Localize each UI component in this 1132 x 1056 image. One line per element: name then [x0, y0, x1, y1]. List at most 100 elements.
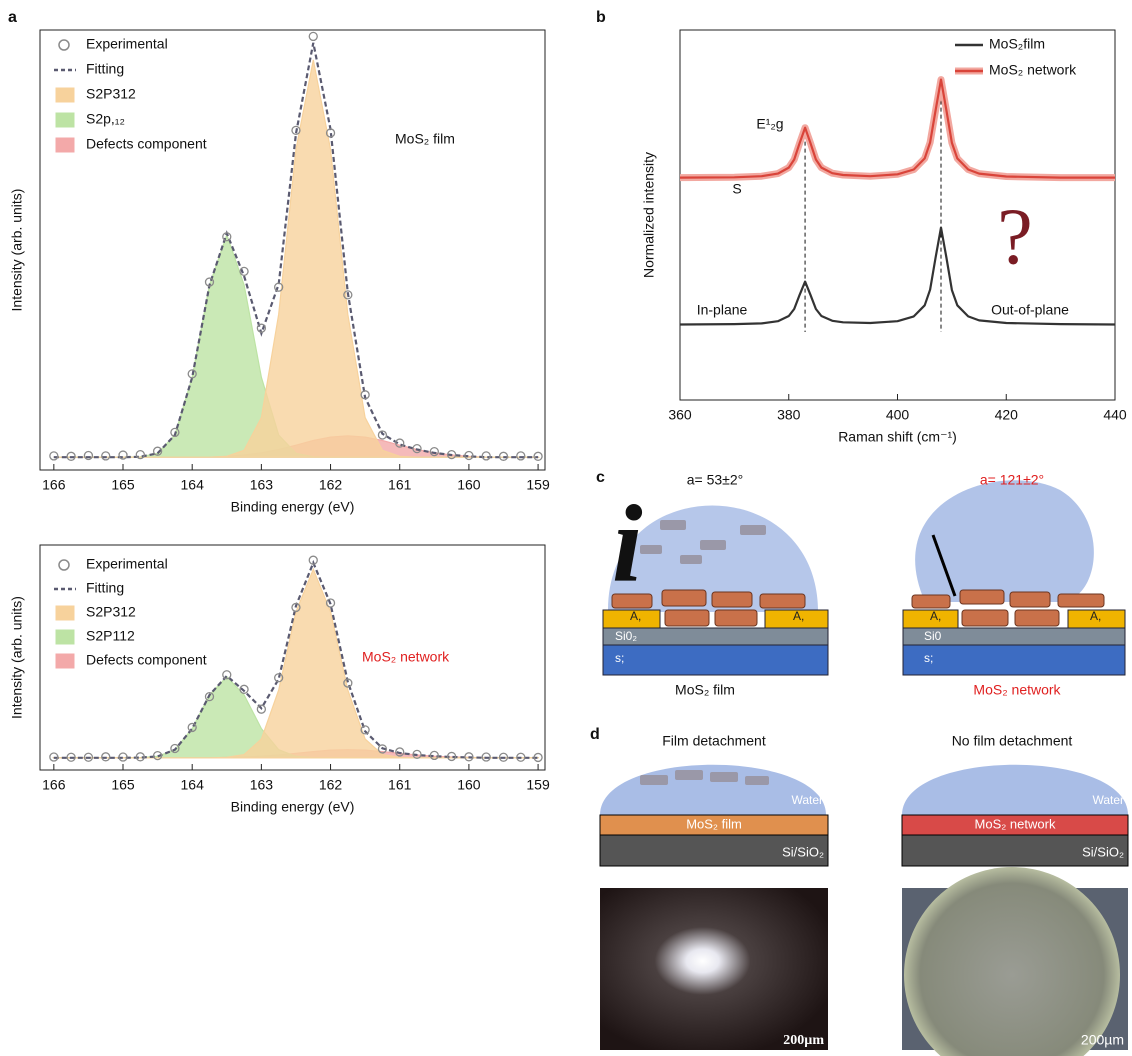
region-label: In-plane	[697, 302, 748, 318]
layer-label: A,	[930, 609, 941, 623]
x-tick-label: 159	[526, 477, 550, 493]
droplet	[915, 480, 1094, 602]
legend-symbol	[56, 630, 74, 644]
y-axis-label: Intensity (arb. units)	[9, 596, 25, 719]
layer-label: Si0	[924, 629, 942, 643]
legend-label: Experimental	[86, 36, 168, 52]
x-tick-label: 160	[457, 777, 481, 793]
si-layer	[603, 645, 828, 675]
film-label: MoS₂ film	[686, 816, 742, 831]
layer-label: A,	[630, 609, 641, 623]
legend-label: Fitting	[86, 61, 124, 77]
annotation: MoS₂ network	[362, 649, 450, 665]
legend-symbol	[56, 113, 74, 127]
droplet	[902, 765, 1128, 815]
x-axis-label: Raman shift (cm⁻¹)	[838, 429, 957, 445]
legend-symbol	[59, 560, 69, 570]
contact-angle: a= 121±2°	[980, 472, 1044, 488]
mark: ?	[997, 193, 1033, 281]
glyph: i	[612, 482, 643, 604]
schematic-c: a= 53±2° a= 121±2° MoS₂ film MoS₂ networ…	[603, 472, 1125, 698]
x-tick-label: 380	[777, 407, 801, 423]
layer-label: s;	[615, 651, 624, 665]
legend-symbol	[59, 40, 69, 50]
schematic-d: Film detachment No film detachment Water…	[600, 733, 1128, 1056]
panel-label: d	[590, 726, 600, 743]
legend-symbol	[56, 88, 74, 102]
legend-label: MoS₂ network	[989, 62, 1077, 78]
x-tick-label: 360	[668, 407, 692, 423]
x-tick-label: 166	[42, 477, 66, 493]
data-point	[119, 451, 127, 459]
legend-label: Defects component	[86, 136, 207, 152]
scale-bar: 200µm	[1081, 1032, 1124, 1048]
chart: 360 380 400 420 440 Raman shift (cm⁻¹) Normali…	[641, 30, 1127, 445]
legend-label: Experimental	[86, 556, 168, 572]
panel-title: No film detachment	[952, 733, 1073, 749]
contact-angle: a= 53±2°	[687, 472, 744, 488]
figure: a b c d a= 53±2° a= 121±2°	[0, 0, 1132, 1056]
data-point	[102, 452, 110, 460]
panel-label: a	[8, 9, 17, 26]
x-tick-label: 163	[250, 477, 274, 493]
peak-label: E¹₂g	[756, 116, 783, 132]
legend-label: S2P312	[86, 86, 136, 102]
plot-frame	[680, 30, 1115, 400]
annotation: MoS₂ film	[395, 131, 455, 147]
x-tick-label: 400	[886, 407, 910, 423]
water-label: Water	[791, 793, 823, 807]
x-tick-label: 164	[181, 477, 205, 493]
layer-label: A,	[1090, 609, 1101, 623]
data-point	[482, 452, 490, 460]
si-layer	[903, 645, 1125, 675]
x-axis-label: Binding energy (eV)	[231, 799, 355, 815]
x-tick-label: 420	[995, 407, 1019, 423]
water-label: Water	[1092, 793, 1124, 807]
legend-symbol	[56, 138, 74, 152]
x-tick-label: 160	[457, 477, 481, 493]
x-axis-label: Binding energy (eV)	[231, 499, 355, 515]
film-label: MoS₂ network	[975, 816, 1056, 831]
x-tick-label: 166	[42, 777, 66, 793]
x-tick-label: 164	[181, 777, 205, 793]
x-tick-label: 165	[111, 777, 135, 793]
x-tick-label: 159	[526, 777, 550, 793]
y-axis-label: Normalized intensity	[641, 152, 657, 278]
legend-label: MoS₂film	[989, 36, 1045, 52]
panel-label: b	[596, 9, 606, 26]
x-tick-label: 161	[388, 777, 412, 793]
line-halo	[680, 80, 1115, 178]
x-tick-label: 161	[388, 477, 412, 493]
legend-label: Defects component	[86, 652, 207, 668]
photo	[600, 888, 828, 1050]
chart: 166 165 164 163 162 161 160 159 Binding energy (…	[9, 30, 550, 515]
x-tick-label: 162	[319, 777, 343, 793]
legend-label: S2p,₁₂	[86, 111, 125, 127]
panel-label: c	[596, 469, 605, 486]
peak-label: S	[732, 181, 741, 197]
x-tick-label: 163	[250, 777, 274, 793]
panel-title: Film detachment	[662, 733, 766, 749]
x-tick-label: 440	[1103, 407, 1127, 423]
layer-label: Si0₂	[615, 629, 637, 643]
region-label: Out-of-plane	[991, 302, 1069, 318]
component-area	[54, 60, 538, 457]
substrate-label: Si/SiO₂	[782, 844, 824, 859]
caption: MoS₂ network	[973, 682, 1061, 698]
x-tick-label: 165	[111, 477, 135, 493]
legend-symbol	[56, 606, 74, 620]
spectrum-line	[680, 80, 1115, 178]
data-point	[517, 452, 525, 460]
substrate-label: Si/SiO₂	[1082, 844, 1124, 859]
chart: 166 165 164 163 162 161 160 159 Binding energy (…	[9, 545, 550, 815]
caption: MoS₂ film	[675, 682, 735, 698]
data-point	[309, 32, 317, 40]
layer-label: s;	[924, 651, 933, 665]
legend-label: S2P112	[86, 628, 135, 644]
legend-label: Fitting	[86, 580, 124, 596]
legend-label: S2P312	[86, 604, 136, 620]
x-tick-label: 162	[319, 477, 343, 493]
y-axis-label: Intensity (arb. units)	[9, 189, 25, 312]
data-point	[50, 452, 58, 460]
layer-label: A,	[793, 609, 804, 623]
